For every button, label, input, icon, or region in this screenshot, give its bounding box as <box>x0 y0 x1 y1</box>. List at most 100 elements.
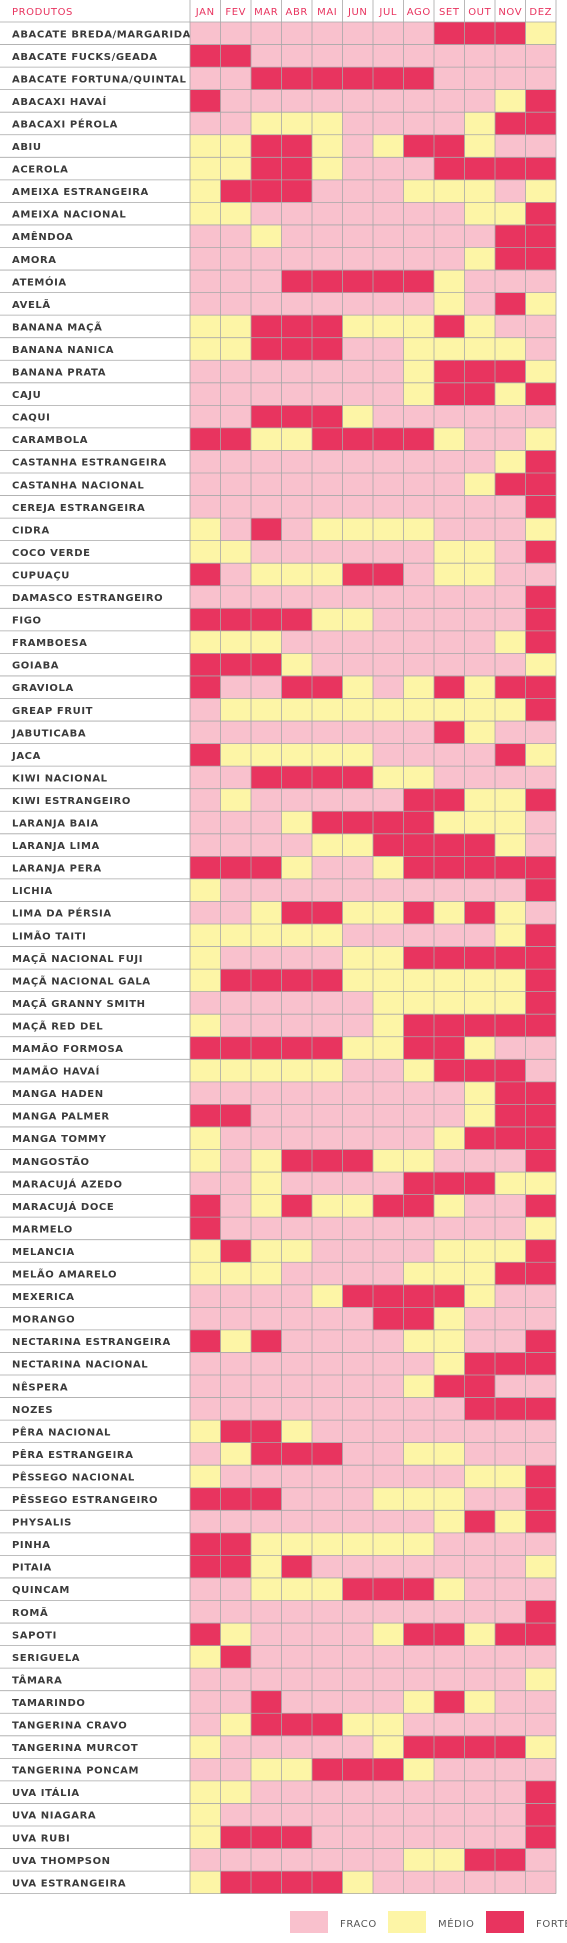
product-label: TANGERINA PONCAM <box>12 1766 139 1777</box>
heatmap-cell <box>190 1465 221 1488</box>
heatmap-cell <box>403 698 434 722</box>
heatmap-cell <box>434 1758 465 1781</box>
heatmap-cell <box>525 1149 556 1173</box>
heatmap-cell <box>373 44 404 68</box>
heatmap-cell <box>312 1758 343 1781</box>
heatmap-cell <box>220 315 251 338</box>
product-label: LARANJA PERA <box>12 864 102 875</box>
month-header: AGO <box>407 7 431 18</box>
heatmap-cell <box>251 450 282 473</box>
heatmap-cell <box>373 1803 404 1826</box>
heatmap-cell <box>403 1510 434 1533</box>
heatmap-cell <box>403 1465 434 1488</box>
heatmap-cell <box>464 134 495 158</box>
product-label: KIWI ESTRANGEIRO <box>12 796 131 807</box>
heatmap-cell <box>434 1329 465 1353</box>
heatmap-cell <box>525 1690 556 1714</box>
heatmap-cell <box>251 1510 282 1533</box>
heatmap-cell <box>312 337 343 361</box>
heatmap-cell <box>251 1014 282 1037</box>
heatmap-cell <box>464 1307 495 1330</box>
heatmap-cell <box>373 901 404 924</box>
heatmap-cell <box>251 608 282 631</box>
heatmap-cell <box>190 224 221 248</box>
heatmap-cell <box>312 721 343 744</box>
heatmap-cell <box>190 1059 221 1082</box>
heatmap-cell <box>464 67 495 90</box>
heatmap-cell <box>434 585 465 609</box>
heatmap-cell <box>495 1126 526 1150</box>
heatmap-cell <box>525 1465 556 1488</box>
heatmap-cell <box>403 495 434 519</box>
heatmap-cell <box>312 1735 343 1759</box>
heatmap-cell <box>434 1623 465 1646</box>
product-label: PINHA <box>12 1540 51 1551</box>
heatmap-cell <box>464 1668 495 1691</box>
heatmap-cell <box>403 22 434 45</box>
heatmap-cell <box>525 1532 556 1556</box>
heatmap-cell <box>342 202 373 225</box>
heatmap-cell <box>464 856 495 879</box>
heatmap-cell <box>220 405 251 428</box>
product-label: MAÇÃ NACIONAL FUJI <box>12 952 143 965</box>
product-label: PITAIA <box>12 1563 52 1574</box>
heatmap-cell <box>281 1375 312 1398</box>
heatmap-cell <box>373 315 404 338</box>
heatmap-cell <box>220 270 251 293</box>
heatmap-cell <box>220 1036 251 1060</box>
product-label: LIMA DA PÉRSIA <box>12 907 112 920</box>
heatmap-cell <box>342 337 373 361</box>
heatmap-cell <box>342 405 373 428</box>
heatmap-cell <box>464 1442 495 1466</box>
heatmap-cell <box>251 337 282 361</box>
heatmap-cell <box>495 112 526 135</box>
heatmap-cell <box>525 1600 556 1624</box>
heatmap-cell <box>251 1149 282 1173</box>
heatmap-cell <box>403 1848 434 1872</box>
heatmap-cell <box>495 811 526 834</box>
heatmap-cell <box>464 202 495 225</box>
heatmap-cell <box>281 247 312 271</box>
heatmap-cell <box>403 89 434 113</box>
heatmap-cell <box>373 1577 404 1601</box>
heatmap-cell <box>434 224 465 248</box>
heatmap-cell <box>342 698 373 722</box>
product-label: PHYSALIS <box>12 1518 72 1529</box>
product-label: MAÇÃ GRANNY SMITH <box>12 997 146 1010</box>
heatmap-cell <box>342 833 373 857</box>
heatmap-cell <box>525 1848 556 1872</box>
heatmap-cell <box>434 1036 465 1060</box>
heatmap-cell <box>464 946 495 970</box>
heatmap-cell <box>464 630 495 654</box>
heatmap-cell <box>525 833 556 857</box>
heatmap-cell <box>190 766 221 789</box>
heatmap-cell <box>373 811 404 834</box>
heatmap-cell <box>434 337 465 361</box>
heatmap-cell <box>251 946 282 970</box>
heatmap-cell <box>220 450 251 473</box>
heatmap-cell <box>251 1645 282 1669</box>
heatmap-cell <box>190 946 221 970</box>
heatmap-cell <box>190 67 221 90</box>
heatmap-cell <box>373 1420 404 1443</box>
heatmap-cell <box>403 405 434 428</box>
heatmap-cell <box>373 630 404 654</box>
heatmap-cell <box>281 134 312 158</box>
heatmap-cell <box>525 224 556 248</box>
heatmap-cell <box>464 924 495 947</box>
heatmap-cell <box>281 743 312 767</box>
heatmap-cell <box>342 1262 373 1285</box>
heatmap-cell <box>220 67 251 90</box>
heatmap-cell <box>281 608 312 631</box>
heatmap-cell <box>373 608 404 631</box>
product-label: MELÃO AMARELO <box>12 1268 117 1281</box>
heatmap-cell <box>251 766 282 789</box>
heatmap-cell <box>403 1826 434 1849</box>
heatmap-cell <box>220 1420 251 1443</box>
heatmap-cell <box>281 698 312 722</box>
heatmap-cell <box>281 1735 312 1759</box>
heatmap-cell <box>342 1352 373 1375</box>
heatmap-cell <box>281 856 312 879</box>
heatmap-cell <box>464 1690 495 1714</box>
heatmap-cell <box>342 878 373 902</box>
